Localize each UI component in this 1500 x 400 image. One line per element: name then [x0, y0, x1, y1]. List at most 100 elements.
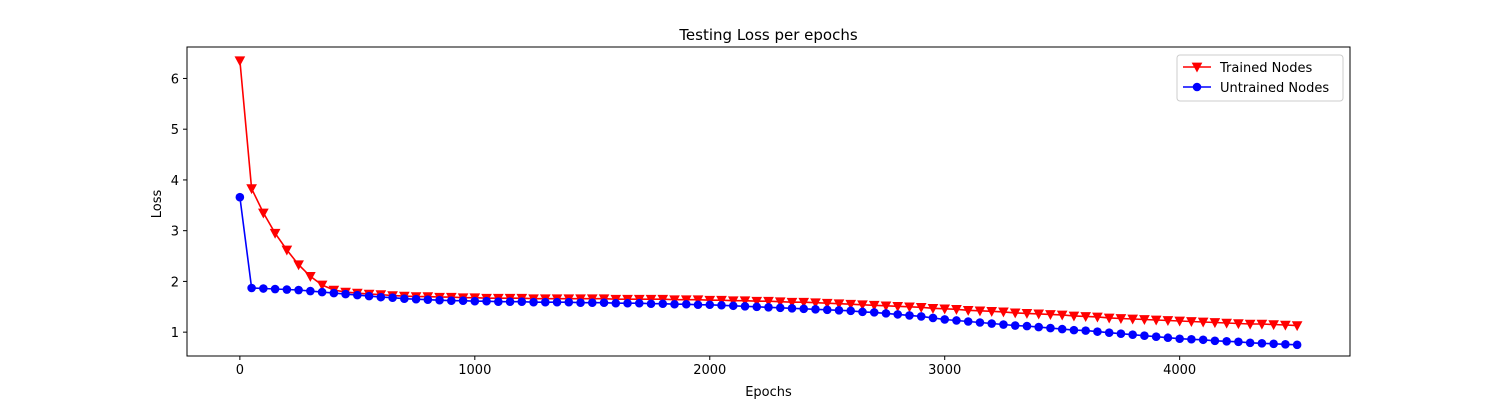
data-point [1009, 308, 1021, 319]
data-point [1092, 312, 1103, 323]
data-point [1197, 317, 1209, 328]
data-point [564, 297, 574, 307]
data-point [623, 298, 632, 308]
data-point [799, 304, 809, 314]
data-point [411, 294, 421, 304]
data-point [845, 299, 857, 310]
data-point [963, 317, 973, 326]
data-point [1269, 339, 1278, 349]
data-point [1010, 321, 1020, 330]
data-point [447, 296, 456, 305]
data-point [975, 318, 985, 327]
data-point [1268, 320, 1279, 331]
data-point [1022, 321, 1032, 331]
data-point [833, 299, 845, 310]
data-point [1033, 309, 1045, 320]
data-point [786, 297, 798, 308]
data-point [986, 307, 998, 317]
data-point [1139, 315, 1150, 326]
data-point [1081, 326, 1090, 335]
data-point [987, 319, 997, 328]
y-tick-label: 2 [171, 275, 179, 290]
data-point [341, 289, 350, 299]
data-point [1068, 311, 1080, 322]
data-point [294, 285, 303, 295]
data-point [962, 306, 974, 316]
data-point [1115, 314, 1127, 325]
data-point [846, 306, 856, 316]
data-point [905, 311, 914, 320]
data-point [916, 312, 926, 321]
data-point [717, 300, 726, 310]
data-point [505, 297, 515, 307]
data-point [353, 290, 362, 300]
data-point [306, 286, 315, 296]
data-point [246, 184, 257, 195]
data-point [681, 299, 691, 309]
data-point [247, 283, 256, 293]
data-point [751, 296, 763, 307]
y-axis-label: Loss [150, 190, 165, 219]
data-point [1187, 334, 1196, 344]
data-point [952, 316, 961, 325]
data-point [834, 306, 844, 315]
data-point [1021, 309, 1033, 319]
series-untrained-nodes [235, 192, 1302, 350]
legend-item: Untrained Nodes [1183, 81, 1329, 96]
data-point [317, 287, 327, 297]
data-point [540, 297, 550, 307]
data-point [587, 298, 597, 308]
data-point [1234, 337, 1243, 347]
data-point [494, 297, 503, 307]
data-point [1140, 331, 1149, 341]
data-point [739, 296, 751, 307]
data-point [1198, 335, 1208, 345]
y-tick-label: 1 [171, 326, 179, 341]
data-point [1093, 327, 1102, 336]
data-point [482, 296, 491, 306]
data-point [529, 297, 538, 307]
data-point [1057, 324, 1067, 334]
data-point [810, 298, 821, 309]
y-tick-label: 4 [171, 174, 179, 189]
data-point [974, 306, 986, 317]
data-point [470, 296, 480, 306]
data-point [752, 302, 762, 312]
data-point [611, 298, 621, 308]
data-point [1244, 319, 1256, 330]
data-point [1045, 310, 1056, 320]
data-point [892, 301, 904, 312]
data-point [811, 305, 820, 314]
y-tick-label: 3 [171, 225, 179, 240]
data-point [1233, 319, 1244, 330]
legend-marker [1192, 82, 1202, 92]
data-point [1221, 318, 1232, 329]
data-point [915, 302, 927, 313]
data-point [763, 296, 774, 307]
x-tick-label: 2000 [693, 363, 726, 378]
data-point [435, 295, 444, 305]
data-point [517, 297, 527, 307]
data-point [728, 301, 738, 311]
data-point [1150, 315, 1162, 326]
data-point [1245, 338, 1255, 348]
x-axis: 0 1000 2000 3000 4000 [236, 356, 1196, 378]
data-point [927, 303, 939, 314]
data-point [893, 310, 903, 319]
data-point [1163, 333, 1173, 343]
data-point [858, 307, 867, 317]
data-point [1151, 332, 1161, 342]
data-point [1210, 336, 1220, 346]
data-point [658, 299, 668, 309]
x-tick-label: 0 [236, 363, 244, 378]
data-point [692, 295, 704, 306]
data-point [576, 298, 585, 308]
legend-label: Trained Nodes [1219, 61, 1313, 76]
data-point [634, 298, 644, 308]
data-point [881, 309, 891, 318]
data-point [388, 293, 397, 302]
data-point [1174, 316, 1186, 327]
data-point [235, 192, 245, 202]
data-point [258, 208, 269, 219]
